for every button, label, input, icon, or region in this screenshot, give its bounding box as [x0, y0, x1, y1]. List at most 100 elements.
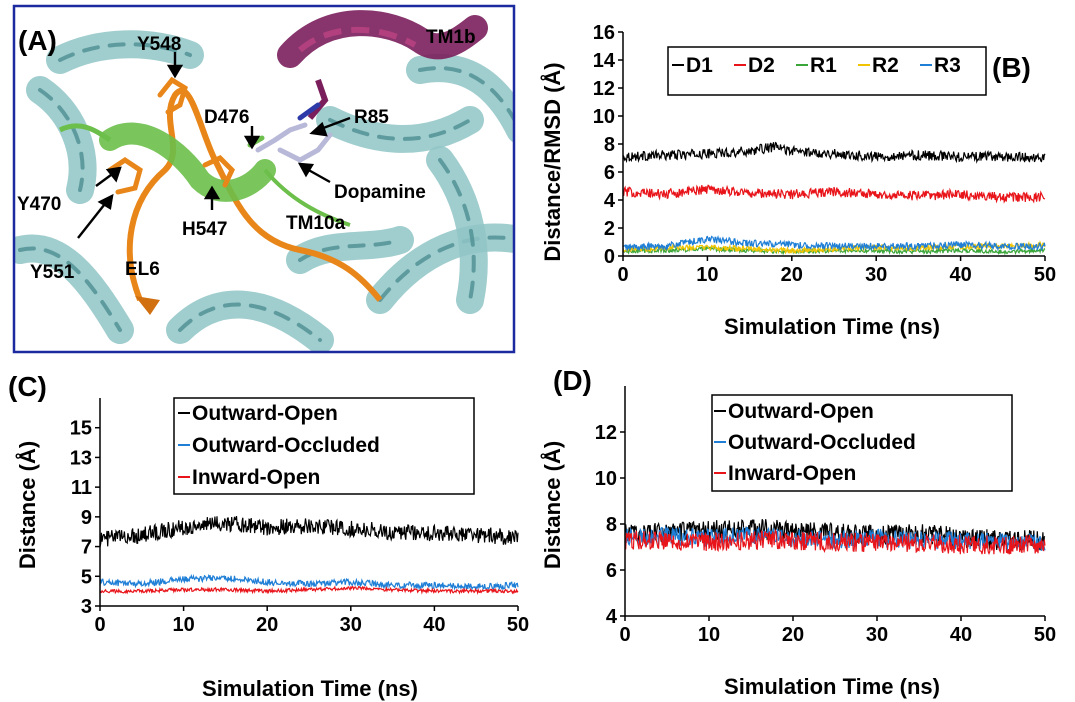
x-tick-label: 50	[1034, 624, 1056, 646]
x-tick-label: 20	[782, 624, 804, 646]
y-tick-label: 15	[70, 418, 92, 440]
y-tick-label: 8	[604, 134, 615, 156]
x-tick-label: 20	[256, 614, 278, 636]
y-tick-label: 0	[604, 246, 615, 268]
label-y551: Y551	[30, 262, 75, 283]
panel-b-legend: D1 D2 R1 R2 R3	[667, 46, 987, 96]
series-line-d1	[622, 141, 1046, 164]
panel-a-structure: (A) Y548 TM1b D476 R85 Y470 Dopamine TM1…	[12, 4, 516, 354]
y-tick-label: 12	[593, 78, 615, 100]
y-tick-label: 10	[595, 468, 617, 490]
label-r85: R85	[354, 107, 389, 128]
y-tick-label: 5	[81, 566, 92, 588]
x-tick-label: 10	[698, 624, 720, 646]
x-tick-label: 30	[866, 624, 888, 646]
x-tick-label: 10	[696, 264, 718, 286]
label-y548: Y548	[137, 34, 181, 55]
series-line-r3	[622, 235, 1046, 252]
panel-c-legend: Outward-Open Outward-Occluded Inward-Open	[173, 397, 475, 495]
y-tick-label: 14	[593, 50, 616, 72]
residue-sticks	[107, 76, 333, 195]
y-tick-label: 4	[606, 606, 618, 628]
legend-label-inward-open: Inward-Open	[192, 466, 320, 489]
legend-label-d2: D2	[748, 54, 775, 77]
series-line-outward-open	[99, 515, 519, 548]
x-tick-label: 40	[949, 264, 971, 286]
y-tick-label: 13	[70, 447, 92, 469]
y-tick-label: 16	[593, 22, 615, 44]
label-tm10a: TM10a	[286, 213, 346, 234]
label-y470: Y470	[17, 194, 61, 215]
tm10a-helix	[58, 122, 351, 227]
x-tick-label: 40	[950, 624, 972, 646]
x-tick-label: 0	[94, 614, 105, 636]
x-tick-label: 0	[619, 624, 630, 646]
label-h547: H547	[182, 219, 227, 240]
legend-label-outward-open: Outward-Open	[728, 400, 874, 423]
panel-a-letter: (A)	[18, 25, 57, 56]
panel-d-legend-box	[711, 394, 1013, 492]
x-tick-label: 50	[507, 614, 529, 636]
panel-b-legend-box	[667, 46, 987, 96]
annotation-arrows	[77, 52, 351, 239]
series-line-outward-occluded	[99, 573, 519, 591]
helix-ribbon-edge	[328, 118, 472, 141]
y-tick-label: 2	[604, 218, 615, 240]
helix-ribbon-edge	[38, 88, 85, 192]
legend-label-r2: R2	[872, 54, 899, 77]
legend-label-d1: D1	[686, 54, 713, 77]
helix-ribbon-edge	[438, 158, 476, 302]
x-tick-label: 30	[340, 614, 362, 636]
helix-ribbon-edge	[178, 302, 322, 342]
series-line-inward-open	[624, 529, 1046, 555]
panel-d-letter: (D)	[553, 365, 592, 396]
label-d476: D476	[204, 107, 249, 128]
tm1b-helix	[277, 10, 488, 120]
panel-b-ylabel: Distance/RMSD (Å)	[539, 62, 565, 261]
panel-d-xlabel: Simulation Time (ns)	[724, 674, 940, 699]
helix-ribbon-edge	[58, 42, 192, 62]
y-tick-label: 6	[606, 560, 617, 582]
legend-label-r3: R3	[934, 54, 961, 77]
y-tick-label: 10	[593, 106, 615, 128]
y-tick-label: 8	[606, 514, 617, 536]
y-tick-label: 9	[81, 507, 92, 529]
label-dopamine: Dopamine	[334, 182, 426, 203]
panel-d-ylabel: Distance (Å)	[539, 441, 565, 569]
panel-c-xlabel: Simulation Time (ns)	[202, 676, 418, 701]
legend-label-outward-open: Outward-Open	[192, 402, 338, 425]
x-tick-label: 40	[423, 614, 445, 636]
x-tick-label: 0	[617, 264, 628, 286]
label-tm1b: TM1b	[426, 27, 476, 48]
panel-b-letter: (B)	[992, 52, 1031, 83]
x-tick-label: 50	[1034, 264, 1056, 286]
legend-label-outward-occluded: Outward-Occluded	[728, 431, 916, 454]
legend-label-outward-occluded: Outward-Occluded	[192, 434, 380, 457]
x-tick-label: 10	[172, 614, 194, 636]
panel-d-legend: Outward-Open Outward-Occluded Inward-Open	[711, 394, 1013, 492]
legend-label-r1: R1	[810, 54, 837, 77]
label-el6: EL6	[125, 259, 160, 280]
y-tick-label: 12	[595, 422, 617, 444]
legend-label-inward-open: Inward-Open	[728, 462, 856, 485]
y-tick-label: 4	[604, 190, 616, 212]
y-tick-label: 7	[81, 537, 92, 559]
panel-c-legend-box	[173, 397, 475, 495]
series-line-inward-open	[99, 585, 519, 596]
panel-c-ylabel: Distance (Å)	[14, 441, 40, 569]
panel-c-letter: (C)	[8, 371, 47, 402]
helix-ribbon-edge	[18, 246, 122, 332]
y-tick-label: 3	[81, 596, 92, 618]
x-tick-label: 30	[865, 264, 887, 286]
y-tick-label: 11	[71, 477, 92, 499]
x-tick-label: 20	[781, 264, 803, 286]
helix-ribbon-edge	[378, 235, 514, 302]
y-tick-label: 6	[604, 162, 615, 184]
panel-a-frame	[12, 4, 516, 354]
panel-b-xlabel: Simulation Time (ns)	[724, 314, 940, 339]
protein-cartoon	[14, 6, 514, 352]
